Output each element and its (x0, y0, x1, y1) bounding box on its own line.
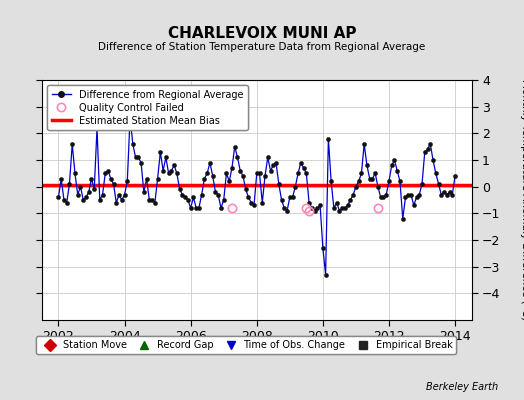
Text: Difference of Station Temperature Data from Regional Average: Difference of Station Temperature Data f… (99, 42, 425, 52)
Legend: Station Move, Record Gap, Time of Obs. Change, Empirical Break: Station Move, Record Gap, Time of Obs. C… (36, 336, 456, 354)
Legend: Difference from Regional Average, Quality Control Failed, Estimated Station Mean: Difference from Regional Average, Qualit… (47, 85, 248, 130)
Y-axis label: Monthly Temperature Anomaly Difference (°C): Monthly Temperature Anomaly Difference (… (520, 79, 524, 321)
Text: Berkeley Earth: Berkeley Earth (425, 382, 498, 392)
Text: CHARLEVOIX MUNI AP: CHARLEVOIX MUNI AP (168, 26, 356, 41)
